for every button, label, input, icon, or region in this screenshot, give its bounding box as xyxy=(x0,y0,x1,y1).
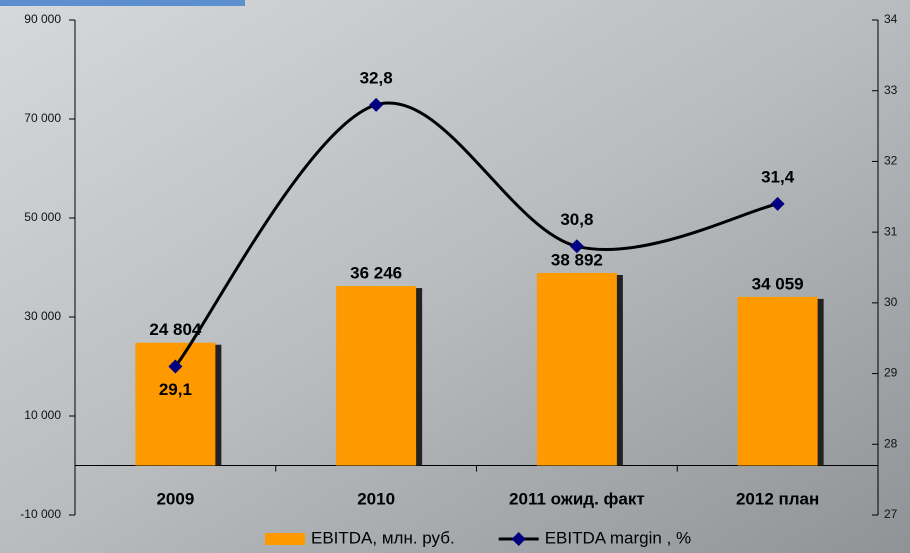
y-tick-label: -10 000 xyxy=(20,507,61,521)
y-tick-label: 70 000 xyxy=(24,111,61,125)
line xyxy=(174,101,778,368)
y-tick-label: 10 000 xyxy=(24,408,61,422)
y-tick-label: 90 000 xyxy=(24,12,61,26)
line-marker xyxy=(168,359,183,374)
legend-label: EBITDA margin , % xyxy=(545,528,691,547)
line-value-label: 32,8 xyxy=(360,68,393,87)
y2-tick-label: 34 xyxy=(884,12,898,26)
y2-tick-label: 28 xyxy=(884,436,898,450)
bar-value-label: 34 059 xyxy=(752,274,804,293)
legend: EBITDA, млн. руб. EBITDA margin , % xyxy=(265,528,691,547)
line-value-label: 29,1 xyxy=(159,380,192,399)
x-tick-label: 2010 xyxy=(357,489,395,508)
line-marker xyxy=(770,196,785,211)
line-marker xyxy=(569,239,584,254)
bar-value-label: 38 892 xyxy=(551,250,603,269)
line-marker xyxy=(369,97,384,112)
legend-label: EBITDA, млн. руб. xyxy=(311,528,455,547)
bar xyxy=(536,272,617,466)
line-value-label: 30,8 xyxy=(560,210,593,229)
y2-tick-label: 31 xyxy=(884,224,898,238)
y2-tick-label: 27 xyxy=(884,507,898,521)
y2-tick-label: 33 xyxy=(884,83,898,97)
y2-tick-label: 29 xyxy=(884,366,898,380)
x-tick-label: 2009 xyxy=(156,489,194,508)
y2-tick-label: 30 xyxy=(884,295,898,309)
x-tick-label: 2012 план xyxy=(736,489,819,508)
x-tick-label: 2011 ожид. факт xyxy=(509,489,645,508)
legend-swatch xyxy=(265,533,305,545)
legend-marker xyxy=(511,532,526,546)
bar xyxy=(737,296,818,466)
y-tick-label: 50 000 xyxy=(24,210,61,224)
bar xyxy=(336,286,417,466)
bar-value-label: 36 246 xyxy=(350,264,402,283)
line-value-label: 31,4 xyxy=(761,167,795,186)
bar-value-label: 24 804 xyxy=(149,320,202,339)
y-tick-label: 30 000 xyxy=(24,309,61,323)
top-strip xyxy=(0,0,245,6)
y2-tick-label: 32 xyxy=(884,154,898,168)
